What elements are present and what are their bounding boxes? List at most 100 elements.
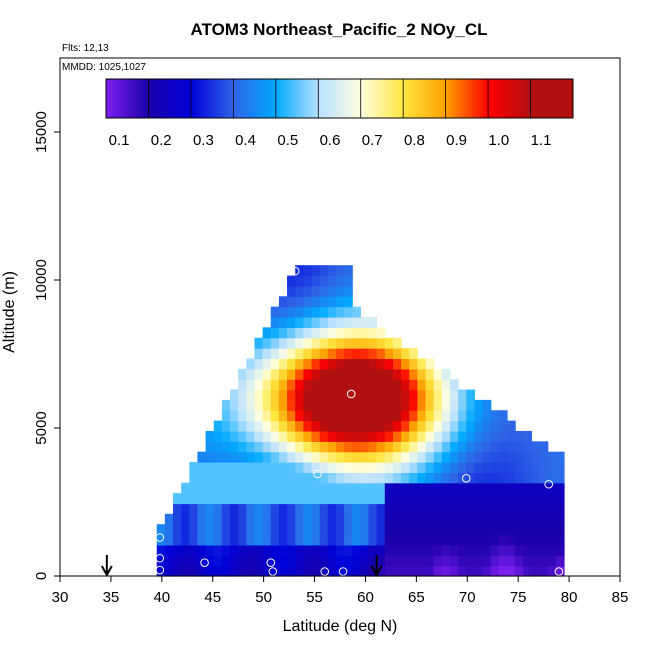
field-cell-268 <box>287 441 296 453</box>
field-cell-243 <box>278 420 288 432</box>
field-cell-257 <box>287 555 296 567</box>
field-cell-127 <box>238 441 247 453</box>
sample-markers <box>100 266 564 578</box>
field-cell-623 <box>392 513 402 525</box>
field-cell-227 <box>270 317 280 328</box>
field-cell-256 <box>287 565 296 577</box>
field-cell-772 <box>449 513 459 525</box>
field-cell-432 <box>327 285 337 297</box>
field-cell-67 <box>213 544 223 556</box>
field-cell-373 <box>311 275 321 287</box>
field-cell-975 <box>555 503 565 515</box>
field-cell-820 <box>466 399 475 411</box>
colorbar <box>105 78 574 119</box>
field-cell-354 <box>311 472 321 484</box>
field-cell-265 <box>287 472 296 484</box>
field-cell-280 <box>287 317 296 328</box>
sample-point-5 <box>155 533 165 542</box>
field-cell-108 <box>230 451 239 463</box>
field-cell-325 <box>303 462 313 473</box>
field-cell-218 <box>270 410 280 422</box>
field-cell-605 <box>384 462 394 473</box>
field-cell-148 <box>246 430 256 442</box>
field-cell-250 <box>278 348 288 360</box>
field-cell-326 <box>303 451 313 463</box>
field-cell-919 <box>523 544 533 556</box>
field-cell-891 <box>506 534 516 546</box>
field-cell-646 <box>401 513 410 525</box>
field-cell-716 <box>425 462 435 473</box>
field-cell-570 <box>368 317 378 328</box>
field-cell-827 <box>474 513 484 525</box>
field-cell-26 <box>181 493 190 505</box>
field-cell-669 <box>409 503 418 515</box>
field-cell-821 <box>466 389 475 401</box>
field-cell-909 <box>515 503 524 515</box>
field-cell-467 <box>344 544 353 556</box>
field-cell-778 <box>449 451 459 463</box>
field-cell-596 <box>384 555 394 567</box>
field-cell-591 <box>376 358 386 370</box>
field-cell-456 <box>335 348 345 360</box>
field-cell-645 <box>401 524 410 536</box>
field-cell-503 <box>352 482 361 494</box>
field-cell-327 <box>303 441 313 453</box>
field-cell-341 <box>303 296 313 308</box>
field-cell-267 <box>287 451 296 463</box>
field-cell-920 <box>523 534 533 546</box>
field-cell-833 <box>474 451 484 463</box>
field-cell-111 <box>230 420 239 432</box>
field-cell-428 <box>327 327 337 339</box>
field-cell-717 <box>425 451 435 463</box>
field-cell-549 <box>368 534 378 546</box>
field-cell-800 <box>458 420 467 432</box>
field-cell-394 <box>319 368 329 380</box>
field-cell-718 <box>425 441 435 453</box>
field-cell-746 <box>433 368 443 380</box>
x-tick-80: 80 <box>561 589 578 606</box>
field-cell-112 <box>230 410 239 422</box>
field-cell-579 <box>376 482 386 494</box>
field-cell-530 <box>360 472 370 484</box>
field-cell-338 <box>303 327 313 339</box>
field-cell-725 <box>425 368 435 380</box>
field-cell-7 <box>164 544 174 556</box>
field-cell-204 <box>270 555 280 567</box>
field-cell-704 <box>417 368 427 380</box>
field-cell-355 <box>311 462 321 473</box>
field-cell-773 <box>449 503 459 515</box>
field-cell-781 <box>449 420 459 432</box>
field-cell-44 <box>197 513 207 525</box>
field-cell-165 <box>254 472 264 484</box>
field-cell-828 <box>474 503 484 515</box>
field-cell-130 <box>238 410 247 422</box>
field-cell-748 <box>441 555 451 567</box>
field-cell-759 <box>441 441 451 453</box>
field-cell-775 <box>449 482 459 494</box>
field-cell-63 <box>205 441 215 453</box>
field-cell-535 <box>360 420 370 432</box>
field-cell-442 <box>335 493 345 505</box>
field-cell-564 <box>368 379 378 391</box>
field-cell-816 <box>466 441 475 453</box>
field-cell-842 <box>482 534 492 546</box>
field-cell-788 <box>458 544 467 556</box>
field-cell-555 <box>368 472 378 484</box>
field-cell-733 <box>433 503 443 515</box>
field-cell-350 <box>311 513 321 525</box>
field-cell-106 <box>230 472 239 484</box>
field-cell-954 <box>539 462 549 473</box>
field-cell-259 <box>287 534 296 546</box>
field-cell-190 <box>262 451 272 463</box>
field-cell-552 <box>368 503 378 515</box>
field-cell-797 <box>458 451 467 463</box>
field-cell-907 <box>515 524 524 536</box>
field-cell-369 <box>311 317 321 328</box>
field-cell-685 <box>417 565 427 577</box>
field-cell-145 <box>246 462 256 473</box>
field-cell-642 <box>401 555 410 567</box>
field-cell-74 <box>213 472 223 484</box>
field-cell-695 <box>417 462 427 473</box>
field-cell-619 <box>392 555 402 567</box>
field-cell-601 <box>384 503 394 515</box>
